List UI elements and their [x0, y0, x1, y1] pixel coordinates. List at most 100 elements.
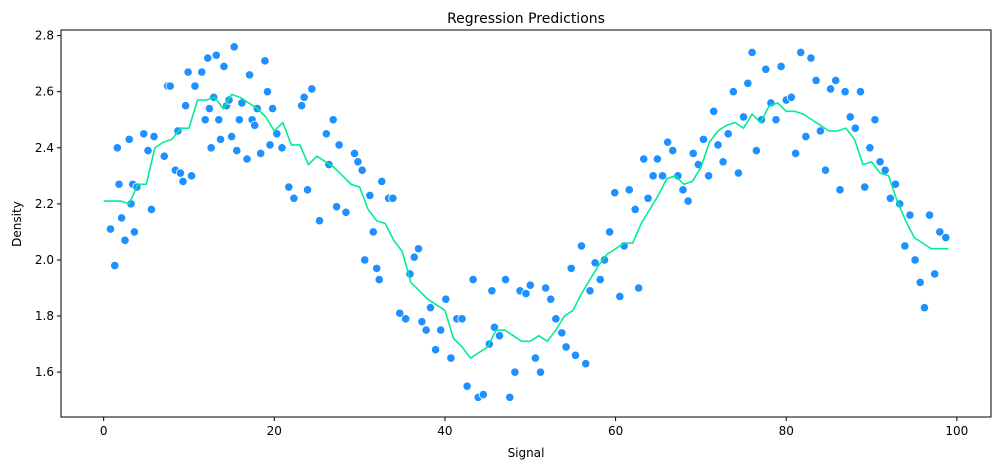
scatter-point — [284, 182, 294, 192]
scatter-point — [900, 241, 910, 251]
scatter-point — [835, 185, 845, 195]
x-tick-label: 20 — [267, 424, 282, 438]
scatter-point — [262, 87, 273, 97]
y-tick-label: 2.0 — [35, 253, 54, 267]
scatter-point — [530, 353, 540, 363]
scatter-point — [227, 131, 237, 142]
x-axis: 0 20 40 60 80 100 — [100, 417, 968, 438]
y-tick-label: 2.6 — [35, 85, 54, 99]
scatter-point — [930, 269, 940, 279]
scatter-point — [935, 227, 945, 237]
scatter-point — [175, 168, 186, 178]
scatter-point — [771, 115, 781, 125]
scatter-point — [557, 328, 567, 338]
scatter-point — [825, 84, 836, 94]
scatter-point — [703, 171, 714, 181]
scatter-point — [546, 294, 556, 304]
scatter-point — [924, 210, 935, 220]
y-tick-label: 1.6 — [35, 365, 54, 379]
scatter-point — [698, 134, 709, 144]
scatter-point — [494, 331, 505, 341]
scatter-point — [409, 252, 419, 262]
scatter-point — [365, 190, 375, 201]
scatter-point — [487, 286, 497, 296]
scatter-point — [190, 81, 200, 91]
y-tick-label: 1.8 — [35, 309, 54, 323]
scatter-point — [180, 101, 191, 111]
scatter-point — [149, 131, 159, 142]
scatter-point — [146, 204, 157, 215]
scatter-point — [302, 185, 313, 195]
scatter-point — [462, 381, 472, 391]
scatter-point — [425, 303, 436, 313]
scatter-point — [186, 171, 197, 181]
scatter-point — [321, 129, 331, 139]
scatter-point — [776, 61, 786, 72]
scatter-point — [500, 274, 511, 285]
scatter-point — [165, 81, 175, 91]
scatter-point — [436, 325, 446, 335]
scatter-point — [639, 154, 649, 164]
scatter-series — [105, 42, 951, 402]
scatter-point — [791, 148, 801, 158]
scatter-point — [786, 92, 796, 102]
scatter-point — [840, 87, 850, 97]
scatter-point — [634, 283, 644, 293]
scatter-point — [374, 274, 384, 285]
scatter-point — [377, 176, 387, 187]
plot-area: 0 20 40 60 80 100 1.6 1.8 2.0 2.2 2.4 2.6 2.8 — [35, 29, 992, 438]
scatter-point — [110, 260, 120, 271]
scatter-point — [129, 227, 139, 237]
scatter-point — [747, 47, 757, 58]
scatter-point — [683, 196, 693, 206]
scatter-point — [289, 193, 299, 203]
scatter-point — [341, 207, 351, 217]
scatter-point — [590, 258, 600, 268]
scatter-point — [820, 165, 831, 175]
scatter-point — [576, 241, 587, 251]
scatter-point — [328, 115, 338, 125]
scatter-point — [244, 70, 255, 80]
scatter-point — [541, 283, 551, 293]
scatter-point — [652, 154, 662, 164]
scatter-point — [688, 148, 698, 158]
scatter-point — [743, 78, 753, 88]
scatter-point — [723, 129, 733, 139]
x-tick-label: 100 — [945, 424, 968, 438]
scatter-point — [733, 168, 744, 178]
scatter-point — [200, 115, 210, 125]
scatter-point — [234, 115, 244, 125]
scatter-point — [242, 154, 252, 164]
scatter-point — [525, 280, 535, 290]
scatter-point — [413, 244, 424, 254]
regression-line — [103, 93, 949, 360]
scatter-point — [643, 193, 653, 203]
scatter-point — [865, 143, 875, 153]
scatter-point — [657, 171, 668, 181]
scatter-point — [875, 157, 885, 167]
scatter-point — [478, 389, 488, 400]
scatter-point — [441, 294, 451, 304]
scatter-point — [446, 353, 456, 363]
scatter-point — [831, 75, 841, 86]
plot-frame — [60, 29, 992, 418]
scatter-point — [728, 87, 738, 97]
y-axis: 1.6 1.8 2.0 2.2 2.4 2.6 2.8 — [35, 29, 61, 379]
scatter-point — [751, 145, 761, 156]
scatter-point — [570, 350, 581, 360]
scatter-point — [738, 112, 749, 122]
scatter-point — [566, 263, 576, 273]
scatter-point — [885, 193, 895, 203]
scatter-point — [845, 112, 855, 122]
scatter-point — [307, 84, 317, 94]
scatter-point — [256, 148, 266, 158]
scatter-point — [806, 53, 816, 63]
scatter-point — [211, 50, 221, 60]
x-tick-label: 0 — [100, 424, 108, 438]
scatter-point — [761, 64, 771, 74]
scatter-point — [605, 227, 615, 237]
x-tick-label: 80 — [779, 424, 794, 438]
scatter-point — [197, 67, 207, 77]
scatter-point — [116, 213, 127, 223]
